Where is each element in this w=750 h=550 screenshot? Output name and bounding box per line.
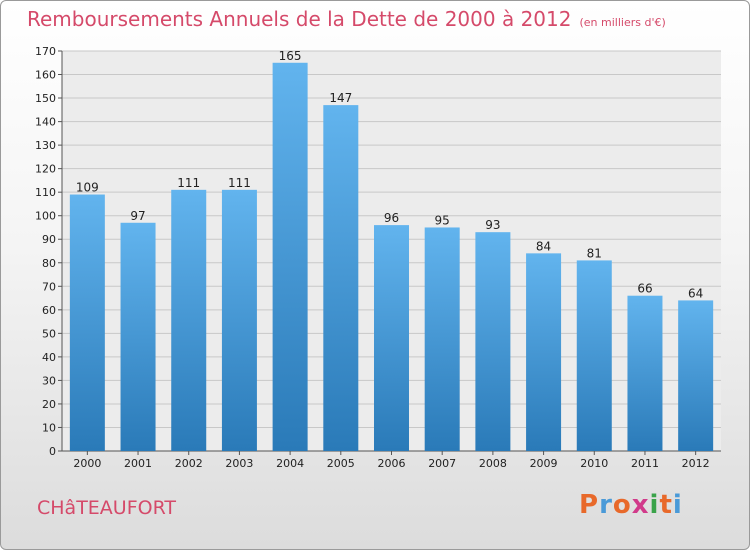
y-tick-label: 90 — [42, 233, 56, 246]
x-tick-label: 2012 — [682, 457, 710, 470]
bar — [576, 260, 612, 451]
x-tick-label: 2007 — [428, 457, 456, 470]
x-tick-label: 2002 — [175, 457, 203, 470]
bar — [627, 295, 663, 451]
y-tick-label: 30 — [42, 374, 56, 387]
unit-note: (en milliers d'€) — [579, 16, 666, 29]
y-tick-label: 40 — [42, 351, 56, 364]
bar-value-label: 95 — [435, 213, 450, 227]
bar — [678, 300, 714, 451]
x-tick-label: 2010 — [580, 457, 608, 470]
y-tick-label: 140 — [35, 116, 56, 129]
brand-letter: t — [659, 490, 673, 520]
bar — [272, 62, 308, 451]
brand-letter: i — [672, 490, 683, 520]
y-tick-label: 0 — [49, 445, 56, 458]
bar-value-label: 93 — [485, 218, 500, 232]
x-tick-label: 2004 — [276, 457, 304, 470]
y-tick-label: 70 — [42, 280, 56, 293]
brand-letter: i — [649, 490, 660, 520]
bar — [171, 189, 207, 451]
bar — [374, 225, 409, 451]
y-tick-label: 50 — [42, 327, 56, 340]
x-tick-label: 2008 — [479, 457, 507, 470]
y-tick-label: 170 — [35, 45, 56, 58]
x-tick-label: 2001 — [124, 457, 152, 470]
y-tick-label: 150 — [35, 92, 56, 105]
y-tick-label: 160 — [35, 69, 56, 82]
bar-value-label: 111 — [177, 176, 200, 190]
y-tick-label: 60 — [42, 304, 56, 317]
brand-logo: Proxiti — [579, 490, 683, 520]
bar — [69, 194, 105, 451]
bar-value-label: 147 — [329, 91, 352, 105]
y-tick-label: 10 — [42, 421, 56, 434]
x-tick-label: 2003 — [225, 457, 253, 470]
bar-value-label: 165 — [279, 49, 302, 63]
x-tick-label: 2000 — [73, 457, 101, 470]
bar — [475, 232, 511, 451]
bar — [120, 222, 156, 451]
brand-letter: P — [579, 490, 600, 520]
bar — [526, 253, 562, 451]
y-tick-label: 130 — [35, 139, 56, 152]
bar-value-label: 96 — [384, 211, 399, 225]
bar — [221, 189, 257, 451]
y-tick-label: 110 — [35, 186, 56, 199]
bar-value-label: 109 — [76, 181, 99, 195]
y-tick-label: 20 — [42, 398, 56, 411]
city-name: CHâTEAUFORT — [37, 497, 177, 519]
y-tick-label: 100 — [35, 210, 56, 223]
bar-value-label: 84 — [536, 239, 551, 253]
y-tick-label: 120 — [35, 163, 56, 176]
chart-title: Remboursements Annuels de la Dette de 20… — [27, 7, 666, 31]
bar-value-label: 97 — [130, 209, 145, 223]
bar — [424, 227, 460, 451]
title-text: Remboursements Annuels de la Dette de 20… — [27, 7, 572, 31]
bar-value-label: 64 — [688, 286, 703, 300]
bar-value-label: 81 — [587, 246, 602, 260]
bar-value-label: 66 — [637, 282, 652, 296]
brand-letter: r — [599, 490, 613, 520]
x-tick-label: 2011 — [631, 457, 659, 470]
y-tick-label: 80 — [42, 257, 56, 270]
brand-letter: o — [612, 490, 632, 520]
x-tick-label: 2005 — [327, 457, 355, 470]
bar — [323, 105, 359, 451]
x-tick-label: 2009 — [530, 457, 558, 470]
bar-value-label: 111 — [228, 176, 251, 190]
x-tick-label: 2006 — [378, 457, 406, 470]
brand-letter: x — [631, 490, 650, 520]
